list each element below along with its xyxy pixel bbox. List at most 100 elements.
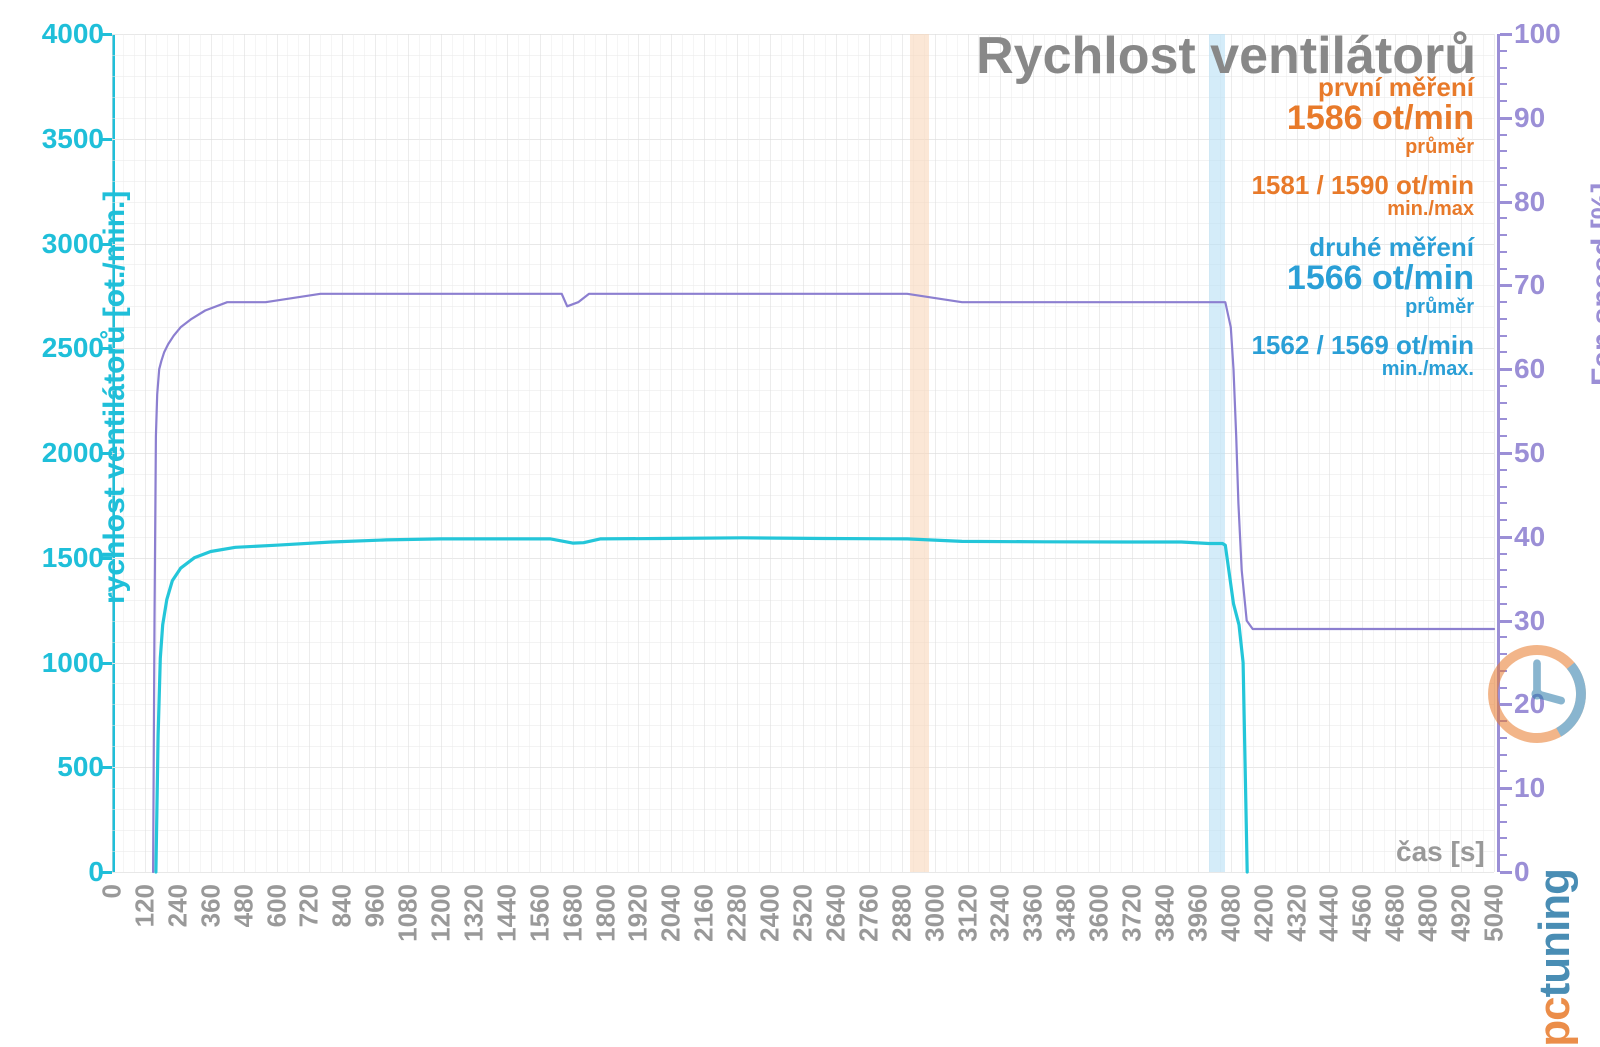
y-left-axis-label: rychlost ventilátorů [ot./min.] <box>98 190 132 603</box>
anno1-value: 1586 ot/min <box>1251 101 1474 137</box>
y-left-tick-mark <box>100 662 112 665</box>
x-tick-label: 1800 <box>590 884 621 942</box>
y-right-minor-tick <box>1500 100 1507 102</box>
y-left-tick-mark <box>100 33 112 36</box>
watermark-clock-icon <box>1482 639 1592 749</box>
x-tick-label: 3360 <box>1018 884 1049 942</box>
y-right-minor-tick <box>1500 184 1507 186</box>
y-right-minor-tick <box>1500 351 1507 353</box>
x-tick-label: 1200 <box>426 884 457 942</box>
y-left-tick-label: 2000 <box>42 437 104 469</box>
y-right-tick-label: 30 <box>1514 605 1545 637</box>
y-right-minor-tick <box>1500 821 1507 823</box>
y-right-tick-mark <box>1500 787 1512 790</box>
watermark-logo: pctuning <box>1530 869 1580 1047</box>
y-right-axis-label: Fan speed [%] <box>1586 183 1600 386</box>
y-right-minor-tick <box>1500 569 1507 571</box>
y-right-minor-tick <box>1500 301 1507 303</box>
y-right-tick-label: 50 <box>1514 437 1545 469</box>
x-tick-label: 0 <box>97 884 128 898</box>
x-tick-label: 600 <box>261 884 292 927</box>
x-tick-label: 2280 <box>722 884 753 942</box>
watermark-text-1: pc <box>1530 997 1579 1046</box>
x-tick-label: 3600 <box>1084 884 1115 942</box>
y-right-tick-mark <box>1500 368 1512 371</box>
x-tick-label: 240 <box>162 884 193 927</box>
y-right-minor-tick <box>1500 519 1507 521</box>
y-right-minor-tick <box>1500 435 1507 437</box>
y-right-minor-tick <box>1500 486 1507 488</box>
y-right-tick-label: 40 <box>1514 521 1545 553</box>
y-right-minor-tick <box>1500 150 1507 152</box>
x-tick-label: 2160 <box>689 884 720 942</box>
y-right-minor-tick <box>1500 67 1507 69</box>
x-tick-label: 3000 <box>919 884 950 942</box>
anno2-sub1: průměr <box>1251 297 1474 318</box>
x-tick-label: 4320 <box>1281 884 1312 942</box>
y-right-tick-label: 90 <box>1514 102 1545 134</box>
y-right-minor-tick <box>1500 134 1507 136</box>
x-tick-label: 2520 <box>788 884 819 942</box>
y-right-minor-tick <box>1500 251 1507 253</box>
x-tick-label: 1560 <box>524 884 555 942</box>
watermark-text-2: tuning <box>1530 869 1579 997</box>
x-tick-label: 480 <box>228 884 259 927</box>
gridline-h <box>112 872 1494 873</box>
x-axis-label: čas [s] <box>1396 836 1485 868</box>
annotation-first-measurement: první měření 1586 ot/min průměr 1581 / 1… <box>1251 74 1474 220</box>
x-tick-label: 4680 <box>1380 884 1411 942</box>
y-right-tick-label: 70 <box>1514 269 1545 301</box>
x-tick-label: 1920 <box>623 884 654 942</box>
y-left-tick-mark <box>100 766 112 769</box>
anno1-sub2: min./max <box>1251 199 1474 220</box>
annotation-second-measurement: druhé měření 1566 ot/min průměr 1562 / 1… <box>1251 234 1474 380</box>
y-right-tick-label: 100 <box>1514 18 1561 50</box>
y-right-tick-mark <box>1500 452 1512 455</box>
y-right-minor-tick <box>1500 754 1507 756</box>
x-tick-label: 4440 <box>1314 884 1345 942</box>
y-right-minor-tick <box>1500 553 1507 555</box>
x-tick-label: 360 <box>195 884 226 927</box>
x-tick-label: 3480 <box>1051 884 1082 942</box>
y-right-minor-tick <box>1500 837 1507 839</box>
x-tick-label: 840 <box>327 884 358 927</box>
x-tick-label: 3960 <box>1182 884 1213 942</box>
y-right-tick-mark <box>1500 201 1512 204</box>
x-tick-label: 2400 <box>755 884 786 942</box>
x-tick-label: 1440 <box>491 884 522 942</box>
y-right-minor-tick <box>1500 502 1507 504</box>
x-tick-label: 2640 <box>820 884 851 942</box>
y-right-minor-tick <box>1500 804 1507 806</box>
x-tick-label: 1320 <box>458 884 489 942</box>
x-tick-label: 120 <box>129 884 160 927</box>
y-left-tick-label: 2500 <box>42 332 104 364</box>
x-tick-label: 3720 <box>1117 884 1148 942</box>
x-tick-label: 4560 <box>1347 884 1378 942</box>
x-tick-label: 4920 <box>1446 884 1477 942</box>
y-right-tick-mark <box>1500 117 1512 120</box>
x-tick-label: 4080 <box>1215 884 1246 942</box>
y-right-tick-mark <box>1500 536 1512 539</box>
y-right-tick-mark <box>1500 284 1512 287</box>
anno1-sub1: průměr <box>1251 137 1474 158</box>
y-right-minor-tick <box>1500 469 1507 471</box>
y-right-minor-tick <box>1500 167 1507 169</box>
anno2-value: 1566 ot/min <box>1251 261 1474 297</box>
y-right-tick-mark <box>1500 620 1512 623</box>
x-tick-label: 2040 <box>656 884 687 942</box>
y-right-minor-tick <box>1500 83 1507 85</box>
y-right-minor-tick <box>1500 217 1507 219</box>
x-tick-label: 3120 <box>952 884 983 942</box>
anno2-sub2: min./max. <box>1251 359 1474 380</box>
y-right-tick-mark <box>1500 33 1512 36</box>
y-left-tick-label: 500 <box>57 751 104 783</box>
x-tick-label: 2880 <box>886 884 917 942</box>
y-right-minor-tick <box>1500 854 1507 856</box>
y-right-minor-tick <box>1500 318 1507 320</box>
x-tick-label: 4200 <box>1248 884 1279 942</box>
x-tick-label: 4800 <box>1413 884 1444 942</box>
y-left-tick-label: 4000 <box>42 18 104 50</box>
y-left-tick-label: 1500 <box>42 542 104 574</box>
x-tick-label: 1080 <box>393 884 424 942</box>
y-right-tick-mark <box>1500 871 1512 874</box>
